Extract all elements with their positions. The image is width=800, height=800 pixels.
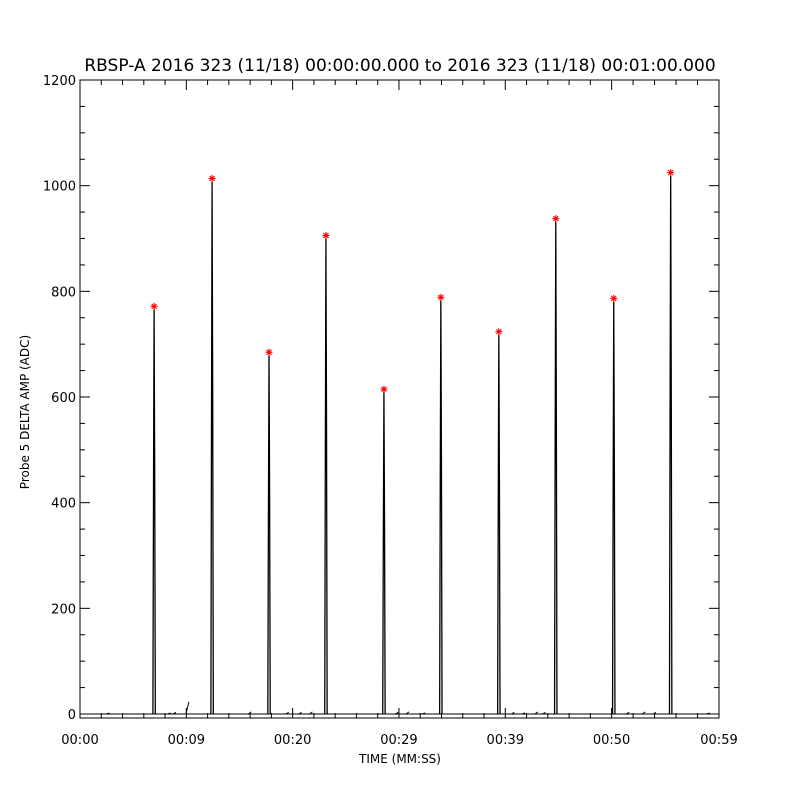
y-tick-label: 200 xyxy=(51,602,76,617)
peak-marker xyxy=(208,174,216,182)
spike xyxy=(382,392,386,715)
y-tick-label: 400 xyxy=(51,497,76,512)
peak-marker-stroke xyxy=(496,328,502,335)
x-tick-label: 00:59 xyxy=(700,733,737,748)
peak-marker-stroke xyxy=(610,295,617,302)
noise-mark xyxy=(298,711,302,715)
noise-mark xyxy=(247,711,252,715)
noise-mark xyxy=(405,711,410,715)
spike xyxy=(553,221,558,715)
plot-frame xyxy=(79,79,720,719)
spike xyxy=(267,355,271,715)
y-axis-label: Probe 5 DELTA AMP (ADC) xyxy=(18,335,32,489)
peak-marker xyxy=(322,232,330,239)
noise-mark xyxy=(542,711,546,715)
noise-mark xyxy=(625,711,630,715)
spike xyxy=(611,301,616,715)
y-tick-label: 0 xyxy=(68,708,76,723)
series-layer xyxy=(80,175,719,715)
spike xyxy=(324,238,328,715)
noise-mark xyxy=(285,711,290,715)
peak-marker xyxy=(552,215,560,223)
peak-marker-stroke xyxy=(323,232,329,239)
peak-marker-stroke xyxy=(151,303,157,310)
peak-marker-stroke xyxy=(438,294,444,301)
noise-mark xyxy=(421,712,426,715)
peak-marker xyxy=(610,294,618,302)
noise-mark xyxy=(106,712,110,715)
spike xyxy=(496,334,501,715)
x-tick-label: 00:00 xyxy=(61,733,98,748)
noise-mark xyxy=(706,712,710,715)
y-tick-label: 1200 xyxy=(43,74,76,89)
peak-marker-stroke xyxy=(266,349,272,356)
peak-marker xyxy=(265,348,273,356)
peak-marker xyxy=(437,293,445,301)
spike xyxy=(210,181,214,715)
spike xyxy=(668,175,673,715)
peak-marker xyxy=(150,302,158,310)
y-tick-label: 1000 xyxy=(43,180,76,195)
peak-markers xyxy=(150,169,675,393)
x-tick-label: 00:20 xyxy=(274,733,311,748)
noise-mark xyxy=(521,712,526,715)
noise-mark xyxy=(395,711,399,715)
noise-mark xyxy=(511,711,515,715)
y-tick-label: 800 xyxy=(51,285,76,300)
peak-marker-stroke xyxy=(381,386,387,393)
noise-mark xyxy=(167,712,171,715)
peak-marker-stroke xyxy=(209,175,215,182)
peak-marker xyxy=(380,385,388,393)
noise-mark xyxy=(172,711,177,715)
x-tick-label: 00:50 xyxy=(593,733,630,748)
x-tick-label: 00:09 xyxy=(168,733,205,748)
x-tick-label: 00:29 xyxy=(380,733,417,748)
peak-marker-stroke xyxy=(552,215,559,222)
x-axis-label: TIME (MM:SS) xyxy=(358,752,441,766)
y-tick-label: 600 xyxy=(51,391,76,406)
peak-marker-stroke xyxy=(667,169,674,176)
x-axis: 00:00 00:09 00:20 00:29 00:39 00:50 00:59 xyxy=(61,80,738,748)
peak-marker xyxy=(667,169,675,177)
spike xyxy=(438,300,443,715)
peak-marker xyxy=(495,328,503,336)
noise-mark xyxy=(642,711,646,715)
y-axis: 0 200 400 600 800 1000 1200 xyxy=(43,74,719,723)
x-tick-label: 00:39 xyxy=(487,733,524,748)
spike xyxy=(152,309,156,715)
noise-mark xyxy=(534,711,539,715)
chart-title: RBSP-A 2016 323 (11/18) 00:00:00.000 to … xyxy=(84,56,715,76)
noise-mark xyxy=(309,711,313,715)
